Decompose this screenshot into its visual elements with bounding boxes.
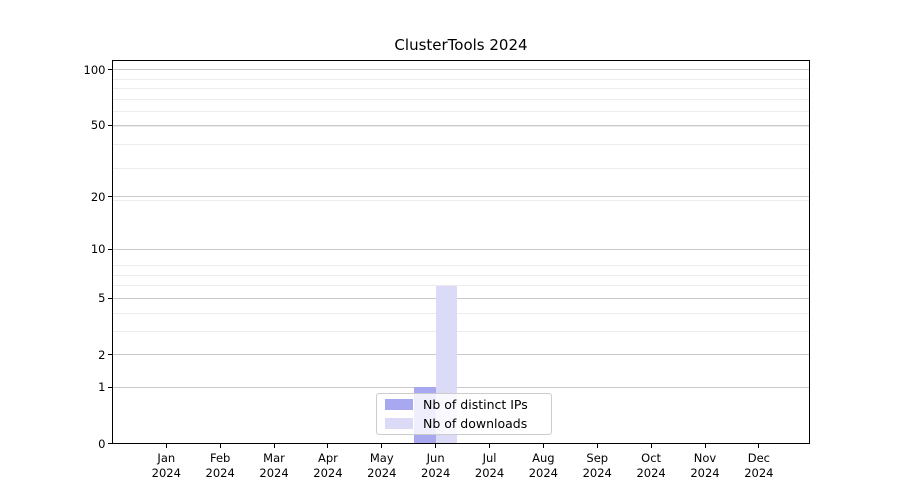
x-tick-label: Apr 2024 [313, 450, 343, 480]
gridline-minor [113, 265, 809, 267]
y-tick-label: 10 [90, 242, 106, 257]
x-tick [704, 443, 706, 448]
gridline-minor [113, 200, 809, 202]
y-tick [108, 443, 113, 444]
legend: Nb of distinct IPs Nb of downloads [376, 393, 552, 435]
gridline-minor [113, 78, 809, 80]
x-tick [219, 443, 221, 448]
chart-title: ClusterTools 2024 [394, 36, 528, 54]
x-tick-label: Jan 2024 [151, 450, 181, 480]
x-tick-label: Aug 2024 [528, 450, 559, 480]
y-tick [108, 248, 113, 250]
gridline-minor [113, 312, 809, 314]
gridline-minor [113, 88, 809, 90]
legend-swatch-distinct-ips [385, 399, 413, 410]
gridline-minor [113, 274, 809, 276]
y-tick [108, 386, 113, 388]
x-tick [435, 443, 437, 448]
gridline-major [113, 124, 809, 126]
y-tick-label: 0 [98, 436, 106, 451]
gridline-major [113, 248, 809, 250]
x-tick [650, 443, 652, 448]
x-tick-label: Feb 2024 [205, 450, 235, 480]
gridline-minor [113, 126, 809, 128]
y-tick [108, 196, 113, 198]
x-tick [327, 443, 329, 448]
x-tick [273, 443, 275, 448]
legend-label-distinct-ips: Nb of distinct IPs [423, 397, 528, 412]
gridline-minor [113, 285, 809, 287]
gridline-major [113, 354, 809, 356]
x-tick [758, 443, 760, 448]
y-tick-label: 50 [90, 118, 106, 133]
gridline-minor [113, 330, 809, 332]
x-tick-label: May 2024 [367, 450, 397, 480]
gridline-minor [113, 98, 809, 100]
x-tick [165, 443, 167, 448]
gridline-minor [113, 167, 809, 169]
y-tick-label: 2 [98, 347, 106, 362]
x-tick-label: Nov 2024 [690, 450, 720, 480]
gridline-minor [113, 111, 809, 113]
legend-item-downloads: Nb of downloads [385, 416, 543, 431]
x-tick-label: Dec 2024 [744, 450, 774, 480]
x-tick [381, 443, 383, 448]
x-tick-label: Oct 2024 [636, 450, 666, 480]
x-tick-label: Sep 2024 [582, 450, 612, 480]
gridline-major [113, 386, 809, 388]
gridline-major [113, 196, 809, 198]
gridline-minor [113, 144, 809, 146]
x-tick-label: Mar 2024 [259, 450, 289, 480]
y-tick-label: 5 [98, 291, 106, 306]
gridline-major [113, 297, 809, 299]
gridline-major [113, 69, 809, 71]
legend-label-downloads: Nb of downloads [423, 416, 528, 431]
y-tick [108, 124, 113, 126]
legend-item-distinct-ips: Nb of distinct IPs [385, 397, 543, 412]
y-tick-label: 100 [83, 62, 106, 77]
y-tick [108, 354, 113, 356]
y-tick [108, 69, 113, 71]
legend-swatch-downloads [385, 418, 413, 429]
x-tick [542, 443, 544, 448]
x-tick [596, 443, 598, 448]
x-tick-label: Jun 2024 [421, 450, 451, 480]
x-tick [489, 443, 491, 448]
y-tick-label: 1 [98, 380, 106, 395]
y-tick-label: 20 [90, 189, 106, 204]
y-tick [108, 297, 113, 299]
x-tick-label: Jul 2024 [474, 450, 505, 480]
